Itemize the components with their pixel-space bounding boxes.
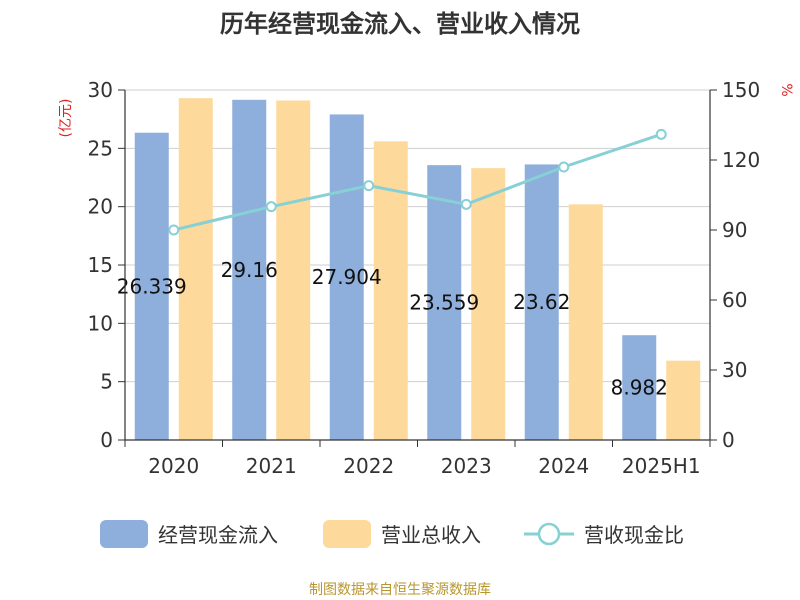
- ratio-point: [655, 128, 667, 140]
- ratio-point: [363, 180, 375, 192]
- legend-label: 营业总收入: [381, 523, 481, 547]
- bar: [178, 98, 213, 441]
- ratio-point: [168, 224, 180, 236]
- bar: [329, 114, 364, 440]
- footer-source: 制图数据来自恒生聚源数据库: [309, 582, 491, 598]
- bar: [622, 335, 657, 440]
- bar-value-label: 27.904: [312, 265, 382, 289]
- bar: [134, 132, 169, 440]
- bar-value-label: 29.16: [221, 258, 278, 282]
- left-tick-label: 0: [100, 428, 113, 452]
- left-tick-label: 10: [88, 311, 113, 335]
- bar-value-label: 23.62: [513, 290, 570, 314]
- legend-swatch: [323, 520, 371, 548]
- bar-value-label: 26.339: [117, 274, 187, 298]
- bars: [134, 98, 701, 441]
- right-tick-label: 150: [722, 78, 760, 102]
- x-tick-label: 2021: [246, 454, 297, 478]
- right-tick-label: 90: [722, 218, 747, 242]
- left-tick-label: 30: [88, 78, 113, 102]
- data-labels: 26.339 29.16 27.904 23.559 23.62 8.982: [117, 258, 668, 400]
- ratio-point: [558, 161, 570, 173]
- bar: [471, 168, 506, 440]
- bar: [568, 204, 603, 440]
- ratio-line: [168, 128, 667, 236]
- bar: [666, 360, 701, 440]
- x-tick-label: 2022: [343, 454, 394, 478]
- legend-label: 经营现金流入: [158, 523, 278, 547]
- ratio-point: [265, 201, 277, 213]
- bar-value-label: 8.982: [611, 376, 668, 400]
- legend-label: 营收现金比: [584, 523, 684, 547]
- left-tick-label: 20: [88, 195, 113, 219]
- bar: [232, 99, 267, 441]
- bar: [427, 165, 462, 440]
- right-tick-label: 120: [722, 148, 760, 172]
- legend-marker: [537, 522, 561, 546]
- left-tick-label: 5: [100, 370, 113, 394]
- left-tick-label: 25: [88, 136, 113, 160]
- left-tick-label: 15: [88, 253, 113, 277]
- gridlines: [125, 89, 710, 441]
- right-tick-label: 30: [722, 358, 747, 382]
- ratio-line-path: [173, 132, 662, 232]
- ratio-point: [460, 198, 472, 210]
- bar-value-label: 23.559: [409, 291, 479, 315]
- legend-swatch: [100, 520, 148, 548]
- right-tick-label: 0: [722, 428, 735, 452]
- right-axis-unit: %: [778, 83, 794, 96]
- legend: 经营现金流入 营业总收入 营收现金比: [100, 520, 684, 548]
- axes: 0 5 10 15 20 25 30 0 30 60 90 120 150 2020 2021 2022 202…: [88, 78, 761, 478]
- x-tick-label: 2023: [441, 454, 492, 478]
- x-tick-label: 2024: [538, 454, 589, 478]
- chart-title: 历年经营现金流入、营业收入情况: [220, 10, 580, 38]
- bar: [276, 100, 311, 440]
- right-tick-label: 60: [722, 288, 747, 312]
- x-tick-label: 2025H1: [622, 454, 701, 478]
- left-axis-unit: (亿元): [58, 99, 74, 138]
- bar: [524, 164, 559, 440]
- x-tick-label: 2020: [148, 454, 199, 478]
